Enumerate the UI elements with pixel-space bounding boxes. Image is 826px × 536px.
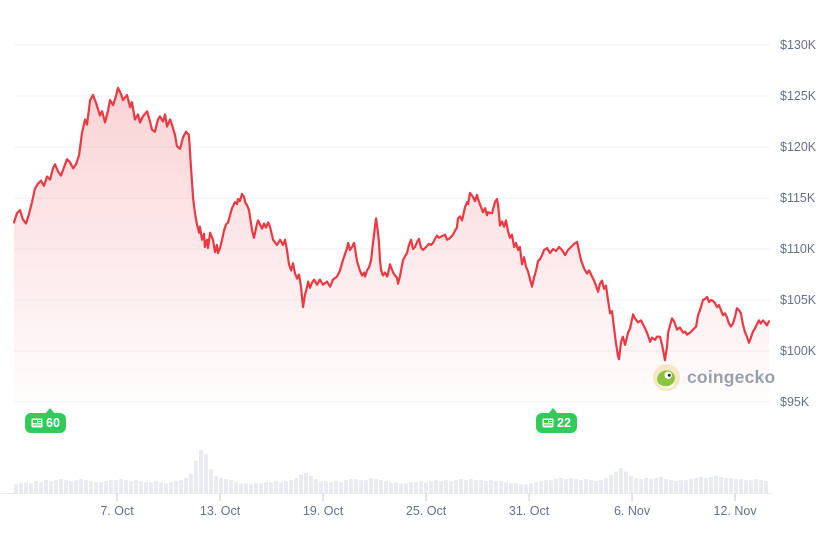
- x-axis-ticks: [116, 493, 736, 501]
- x-axis-label: 19. Oct: [302, 504, 344, 518]
- y-axis-label: $110K: [780, 242, 816, 256]
- coingecko-watermark: coingecko: [653, 364, 775, 391]
- x-axis-label: 25. Oct: [405, 504, 447, 518]
- coingecko-logo-icon: [653, 364, 680, 391]
- news-annotation-badge[interactable]: 60: [25, 408, 66, 433]
- price-line: [12, 86, 770, 362]
- badge-pointer: [45, 408, 55, 414]
- y-axis-label: $115K: [780, 191, 816, 205]
- y-axis-label: $105K: [780, 293, 817, 307]
- news-count: 60: [46, 416, 60, 430]
- news-count: 22: [557, 416, 571, 430]
- news-annotation-badge[interactable]: 22: [536, 408, 577, 433]
- y-axis-label: $100K: [780, 344, 817, 358]
- x-axis-label: 12. Nov: [713, 504, 757, 518]
- x-axis-label: 31. Oct: [508, 504, 550, 518]
- y-axis-label: $95K: [780, 395, 810, 409]
- volume-bars: [14, 450, 768, 493]
- x-axis-label: 13. Oct: [199, 504, 241, 518]
- y-axis-label: $120K: [780, 140, 817, 154]
- price-area: [14, 87, 769, 403]
- y-axis-label: $125K: [780, 89, 817, 103]
- y-axis-label: $130K: [780, 38, 817, 52]
- badge-pointer: [548, 408, 558, 414]
- news-icon: [542, 418, 554, 428]
- coingecko-wordmark: coingecko: [687, 367, 776, 387]
- x-axis-label: 6. Nov: [613, 504, 651, 518]
- x-axis-label: 7. Oct: [100, 504, 134, 518]
- news-icon: [31, 418, 43, 428]
